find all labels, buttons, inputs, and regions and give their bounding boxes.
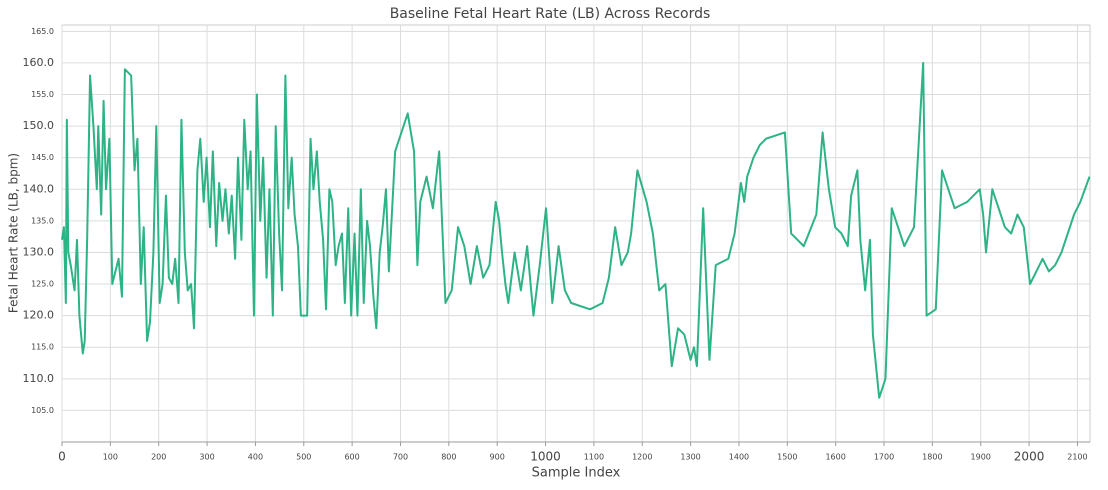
y-tick-label: 165.0 — [31, 27, 54, 36]
x-tick-label: 1300 — [680, 453, 700, 462]
x-tick-label: 0 — [58, 450, 66, 464]
x-tick-label: 800 — [441, 453, 456, 462]
x-tick-label: 900 — [490, 453, 505, 462]
data-line — [61, 61, 1091, 399]
y-tick-label: 110.0 — [23, 372, 55, 385]
chart-title: Baseline Fetal Heart Rate (LB) Across Re… — [390, 6, 711, 22]
x-tick-label: 2000 — [1014, 450, 1045, 464]
x-tick-label: 100 — [103, 453, 118, 462]
x-tick-label: 2100 — [1067, 453, 1087, 462]
x-tick-label: 500 — [296, 453, 311, 462]
y-axis-label: Fetal Heart Rate (LB, bpm) — [7, 153, 21, 313]
x-tick-label: 400 — [248, 453, 263, 462]
y-tick-label: 145.0 — [31, 153, 54, 162]
x-tick-label: 700 — [393, 453, 408, 462]
y-tick-label: 125.0 — [31, 280, 54, 289]
y-tick-label: 120.0 — [23, 309, 55, 322]
y-tick-label: 140.0 — [23, 182, 55, 195]
x-tick-label: 600 — [344, 453, 359, 462]
x-tick-label: 200 — [151, 453, 166, 462]
y-tick-label: 160.0 — [23, 56, 55, 69]
x-tick-label: 1600 — [825, 453, 845, 462]
y-tick-label: 150.0 — [23, 119, 55, 132]
x-tick-label: 1800 — [922, 453, 942, 462]
y-tick-label: 135.0 — [31, 216, 54, 225]
x-tick-label: 1400 — [729, 453, 749, 462]
x-tick-label: 1900 — [971, 453, 991, 462]
y-tick-label: 155.0 — [31, 90, 54, 99]
y-tick-label: 105.0 — [31, 406, 54, 415]
y-tick-label: 130.0 — [23, 245, 55, 258]
x-tick-label: 1200 — [632, 453, 652, 462]
y-tick-label: 115.0 — [31, 343, 54, 352]
x-tick-label: 1100 — [584, 453, 604, 462]
x-tick-label: 300 — [199, 453, 214, 462]
x-axis-label: Sample Index — [532, 466, 621, 481]
x-tick-label: 1500 — [777, 453, 797, 462]
x-tick-label: 1700 — [874, 453, 894, 462]
x-tick-label: 1000 — [530, 450, 561, 464]
